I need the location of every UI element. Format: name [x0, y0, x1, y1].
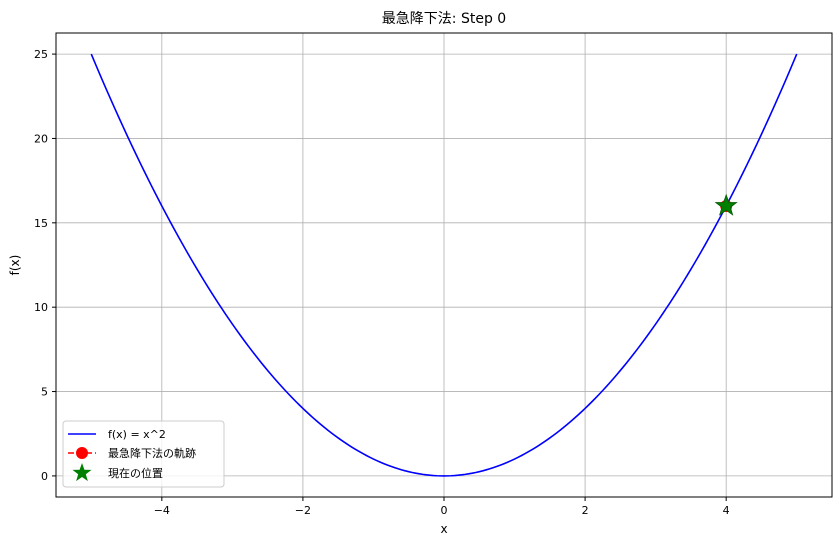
- x-tick-label: −4: [154, 504, 170, 517]
- y-tick-label: 15: [34, 217, 48, 230]
- y-tick-label: 20: [34, 132, 48, 145]
- legend: f(x) = x^2 最急降下法の軌跡 現在の位置: [62, 420, 225, 488]
- y-tick-label: 25: [34, 48, 48, 61]
- legend-label-current: 現在の位置: [108, 466, 163, 480]
- legend-box: [62, 420, 225, 488]
- y-tick-label: 0: [41, 470, 48, 483]
- chart-title: 最急降下法: Step 0: [382, 11, 506, 27]
- x-tick-label: 2: [582, 504, 589, 517]
- legend-star-icon: [72, 463, 92, 482]
- series-layer: [90, 53, 798, 477]
- legend-label-trajectory: 最急降下法の軌跡: [108, 446, 196, 460]
- y-tick-label: 5: [41, 386, 48, 399]
- x-tick-label: 4: [723, 504, 730, 517]
- x-tick-label: 0: [441, 504, 448, 517]
- legend-label-curve: f(x) = x^2: [108, 428, 166, 441]
- curve-fx: [90, 53, 798, 477]
- y-axis-label: f(x): [8, 255, 22, 276]
- x-tick-label: −2: [295, 504, 311, 517]
- ticks: −4 −2 0 2 4 0 5 10 15 20 25: [34, 48, 730, 517]
- x-axis-label: x: [440, 522, 447, 536]
- current-position-star: [714, 193, 738, 216]
- y-tick-label: 10: [34, 301, 48, 314]
- legend-marker-trajectory: [76, 447, 88, 459]
